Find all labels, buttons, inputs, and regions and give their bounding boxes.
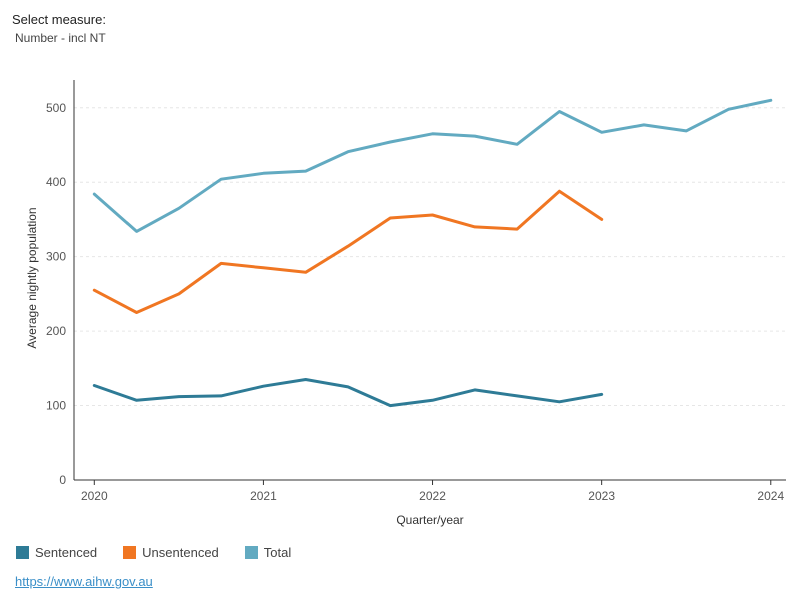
legend-swatch-unsentenced (123, 546, 137, 559)
x-tick-label-2021: 2021 (250, 489, 277, 503)
x-tick-label-2022: 2022 (419, 489, 446, 503)
legend-item-total[interactable]: Total (244, 545, 292, 560)
measure-selector-label: Select measure: (12, 12, 106, 27)
y-axis-title: Average nightly population (25, 207, 39, 348)
series-line-total (92, 98, 773, 233)
x-tick-label-2024: 2024 (757, 489, 784, 503)
x-tick-label-2020: 2020 (81, 489, 108, 503)
axes (73, 80, 786, 481)
legend-label-total: Total (263, 545, 292, 560)
series-lines (92, 98, 773, 408)
measure-selector-value[interactable]: Number - incl NT (15, 31, 106, 45)
legend-swatch-total (244, 546, 258, 559)
gridlines (74, 107, 786, 407)
y-tick-label-500: 500 (46, 101, 66, 115)
y-tick-label-200: 200 (46, 324, 66, 338)
legend-label-sentenced: Sentenced (35, 545, 98, 560)
x-axis-ticks: 2020 2021 2022 2023 2024 (81, 480, 784, 503)
series-line-unsentenced (92, 189, 604, 314)
legend: Sentenced Unsentenced Total (16, 545, 317, 560)
y-tick-label-100: 100 (46, 399, 66, 413)
legend-swatch-sentenced (16, 546, 29, 559)
y-tick-label-0: 0 (59, 473, 66, 487)
y-tick-label-300: 300 (46, 250, 66, 264)
legend-item-unsentenced[interactable]: Unsentenced (123, 545, 219, 560)
y-tick-label-400: 400 (46, 175, 66, 189)
legend-item-sentenced[interactable]: Sentenced (16, 545, 97, 560)
line-chart: 0 100 200 300 400 500 2020 2021 2022 2023 2024 Av… (25, 80, 786, 527)
x-tick-label-2023: 2023 (588, 489, 615, 503)
series-line-sentenced (92, 378, 604, 408)
y-axis-ticks: 0 100 200 300 400 500 (46, 101, 66, 487)
source-link[interactable]: https://www.aihw.gov.au (15, 574, 153, 589)
legend-label-unsentenced: Unsentenced (142, 545, 219, 560)
x-axis-title: Quarter/year (396, 513, 463, 527)
